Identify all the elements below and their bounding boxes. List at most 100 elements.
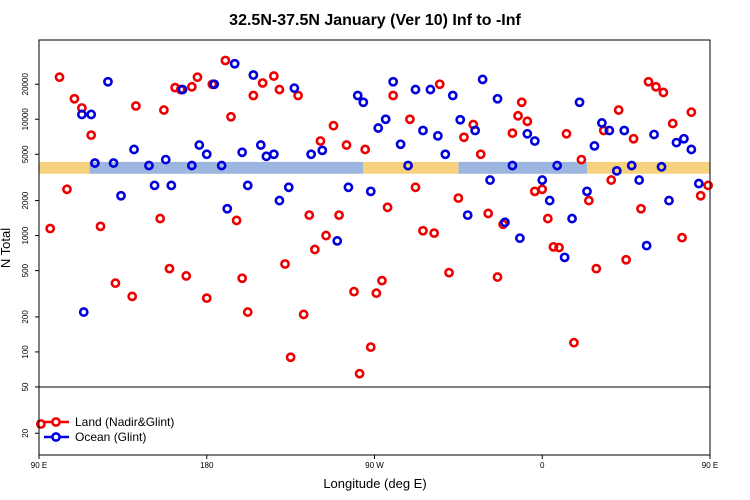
- ocean-point: [76, 109, 87, 120]
- y-tick-label: 500: [21, 263, 30, 277]
- ocean-point: [144, 160, 154, 171]
- legend-marker: [51, 417, 61, 427]
- ocean-point: [507, 160, 518, 171]
- ocean-point: [248, 70, 259, 80]
- ocean-point: [103, 76, 113, 87]
- ocean-point: [332, 236, 343, 246]
- land-point: [628, 133, 639, 144]
- ocean-point: [604, 125, 615, 136]
- ocean-point: [373, 123, 384, 133]
- ocean-point: [492, 93, 503, 104]
- land-point: [328, 120, 339, 131]
- land-point: [513, 110, 523, 121]
- ocean-point: [619, 125, 630, 136]
- ocean-point: [671, 137, 682, 148]
- legend: Land (Nadir&Glint)Ocean (Glint): [44, 415, 174, 444]
- land-point: [554, 242, 564, 253]
- ocean-point: [462, 210, 473, 221]
- land-point: [201, 293, 212, 304]
- ocean-point: [641, 240, 652, 251]
- land-point: [453, 193, 464, 204]
- land-point: [548, 241, 559, 252]
- land-point: [483, 208, 494, 219]
- land-point: [613, 105, 624, 115]
- land-point: [354, 368, 365, 379]
- ocean-point: [216, 160, 227, 171]
- x-tick-label: 0: [540, 461, 545, 470]
- ocean-point: [90, 158, 100, 168]
- ocean-point: [514, 233, 525, 244]
- ocean-point: [177, 84, 188, 95]
- ocean-point: [201, 149, 212, 160]
- land-point: [220, 55, 231, 66]
- land-point: [110, 278, 121, 289]
- legend-label: Ocean (Glint): [75, 430, 146, 444]
- land-point: [410, 182, 421, 193]
- ocean-point: [596, 118, 607, 128]
- x-tick-label: 90 W: [365, 461, 384, 470]
- land-point: [434, 79, 445, 90]
- ocean-point: [365, 186, 376, 197]
- ocean-point: [229, 58, 240, 69]
- y-tick-label: 10000: [21, 108, 30, 131]
- land-point: [155, 213, 166, 224]
- strip-land-span: [586, 161, 710, 174]
- ocean-point: [317, 145, 328, 156]
- ocean-point: [559, 252, 570, 263]
- ocean-point: [447, 90, 458, 101]
- ocean-point: [274, 195, 285, 206]
- ocean-point: [500, 217, 510, 228]
- ocean-point: [664, 195, 674, 206]
- land-point: [516, 97, 527, 108]
- land-point: [186, 81, 197, 92]
- land-point: [621, 254, 632, 265]
- y-tick-label: 2000: [21, 191, 30, 209]
- x-axis-label: Longitude (deg E): [323, 476, 426, 491]
- land-point: [475, 149, 486, 160]
- land-point: [365, 342, 376, 353]
- ocean-point: [237, 147, 248, 158]
- land-point: [636, 203, 646, 214]
- land-point: [315, 136, 326, 146]
- x-tick-label: 180: [200, 461, 214, 470]
- land-point: [181, 271, 192, 281]
- y-axis-label: N Total: [0, 228, 13, 268]
- land-point: [377, 275, 387, 286]
- ocean-point: [395, 139, 406, 150]
- ocean-point: [522, 128, 533, 139]
- x-tick-label: 90 E: [31, 461, 47, 470]
- land-point: [285, 352, 296, 363]
- strip-ocean-span: [89, 161, 364, 174]
- ocean-point: [86, 109, 97, 120]
- y-tick-label: 50: [21, 382, 30, 391]
- y-tick-label: 1000: [21, 226, 30, 244]
- ocean-point: [160, 154, 171, 165]
- land-point: [686, 107, 697, 118]
- land-point: [569, 337, 579, 348]
- y-tick-label: 5000: [21, 145, 30, 163]
- ocean-point: [186, 160, 197, 171]
- land-point: [192, 72, 203, 83]
- ocean-point: [261, 151, 272, 162]
- land-point: [429, 228, 440, 239]
- land-point: [95, 221, 106, 232]
- land-point: [257, 78, 268, 88]
- strip-ocean-span: [458, 161, 587, 174]
- ocean-point: [358, 97, 369, 108]
- land-point: [667, 118, 678, 129]
- land-point: [643, 76, 654, 87]
- land-point: [54, 72, 65, 83]
- land-point: [606, 175, 617, 185]
- land-point: [268, 71, 279, 81]
- ocean-point: [289, 83, 300, 94]
- land-point: [69, 93, 80, 104]
- ocean-point: [686, 144, 697, 155]
- ocean-point: [567, 213, 577, 224]
- y-tick-label: 20000: [21, 73, 30, 96]
- land-point: [382, 202, 393, 213]
- land-point: [334, 210, 344, 221]
- land-point: [274, 84, 285, 95]
- land-point: [35, 419, 46, 429]
- land-point: [529, 186, 540, 197]
